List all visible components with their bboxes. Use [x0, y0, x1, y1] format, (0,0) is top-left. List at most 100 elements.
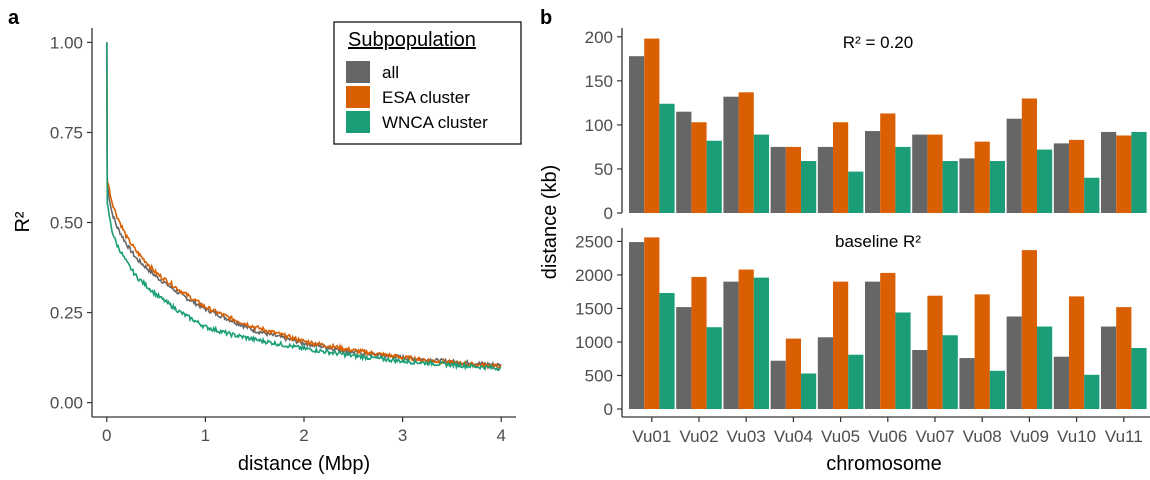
- x-tick-label: Vu05: [821, 427, 860, 446]
- bar-Vu01-wnca: [659, 103, 675, 213]
- bar-Vu03-esa: [738, 92, 754, 213]
- bar-Vu04-esa: [785, 146, 801, 213]
- bar-Vu01-esa: [644, 38, 660, 213]
- bar-Vu04-wnca: [801, 373, 817, 409]
- bar-Vu07-esa: [927, 295, 943, 409]
- y-tick-label: 1.00: [50, 33, 83, 52]
- bar-Vu03-all: [723, 281, 739, 409]
- x-tick-label: Vu03: [727, 427, 766, 446]
- bar-Vu11-esa: [1116, 307, 1132, 409]
- legend-swatch-esa: [346, 86, 370, 108]
- bar-Vu11-all: [1101, 131, 1117, 213]
- bar-Vu08-all: [959, 358, 975, 409]
- bar-Vu06-esa: [880, 113, 896, 213]
- bar-Vu06-all: [865, 281, 881, 409]
- bar-Vu04-all: [770, 360, 786, 409]
- x-tick-label: Vu10: [1057, 427, 1096, 446]
- bar-Vu09-all: [1006, 118, 1022, 213]
- legend-title: Subpopulation: [348, 29, 476, 51]
- bar-Vu01-esa: [644, 237, 660, 409]
- x-tick-label: 2: [299, 426, 308, 445]
- line-chart: 0.00 0.25 0.50 0.75 1.00 0 1 2 3 4 distance (Mbp…: [12, 21, 522, 475]
- bar-Vu09-esa: [1021, 250, 1037, 409]
- bar-Vu01-wnca: [659, 293, 675, 409]
- bar-Vu01-all: [629, 56, 645, 213]
- x-tick-label: Vu01: [632, 427, 671, 446]
- bar-Vu08-esa: [974, 141, 990, 213]
- bar-Vu02-esa: [691, 276, 707, 409]
- bar-chart-r2-020: 0 50 100 150 200 R² = 0.20: [585, 28, 1147, 223]
- b-x-axis-label: chromosome: [826, 453, 942, 475]
- x-tick-label: Vu09: [1010, 427, 1049, 446]
- legend-swatch-wnca: [346, 111, 370, 133]
- panel-label-b: b: [540, 7, 552, 29]
- bar-Vu08-esa: [974, 294, 990, 409]
- y-tick-label: 0: [604, 204, 613, 223]
- bar-Vu07-wnca: [942, 161, 958, 213]
- line-esa: [105, 42, 502, 370]
- bar-Vu04-all: [770, 146, 786, 213]
- bar-Vu08-wnca: [989, 161, 1005, 213]
- bar-Vu05-wnca: [848, 171, 864, 213]
- bar-Vu04-wnca: [801, 161, 817, 213]
- b-y-axis-label: distance (kb): [539, 165, 561, 280]
- y-tick-label: 500: [585, 366, 613, 385]
- bar-Vu09-wnca: [1037, 149, 1053, 213]
- bar-Vu10-wnca: [1084, 374, 1100, 409]
- y-tick-label: 1500: [575, 299, 613, 318]
- bar-Vu10-esa: [1069, 139, 1085, 213]
- bar-Vu11-esa: [1116, 135, 1132, 213]
- bar-Vu07-all: [912, 134, 928, 213]
- bar-Vu06-esa: [880, 272, 896, 409]
- y-tick-label: 0.50: [50, 214, 83, 233]
- y-tick-label: 2500: [575, 232, 613, 251]
- bar-Vu06-all: [865, 131, 881, 213]
- bar-chart-baseline: 0 500 1000 1500 2000 2500 Vu01 Vu02 Vu03 Vu04 Vu0…: [575, 228, 1150, 475]
- bar-Vu10-esa: [1069, 296, 1085, 409]
- bar-Vu03-all: [723, 96, 739, 213]
- bar-Vu11-wnca: [1131, 348, 1147, 409]
- bottom-panel-title: baseline R²: [835, 232, 921, 251]
- bar-Vu02-all: [676, 111, 692, 213]
- bar-Vu07-esa: [927, 134, 943, 213]
- y-tick-label: 0.00: [50, 394, 83, 413]
- bar-Vu03-wnca: [753, 277, 769, 409]
- bar-Vu02-wnca: [706, 140, 722, 213]
- bar-Vu08-all: [959, 158, 975, 213]
- y-tick-label: 0.75: [50, 123, 83, 142]
- y-tick-label: 200: [585, 28, 613, 47]
- bar-Vu11-wnca: [1131, 131, 1147, 213]
- x-tick-label: Vu02: [679, 427, 718, 446]
- bar-Vu09-esa: [1021, 98, 1037, 213]
- line-all: [105, 42, 502, 369]
- x-tick-label: 1: [201, 426, 210, 445]
- bar-Vu08-wnca: [989, 370, 1005, 409]
- bar-Vu09-all: [1006, 316, 1022, 409]
- bar-Vu06-wnca: [895, 312, 911, 409]
- x-tick-label: 4: [496, 426, 505, 445]
- bar-Vu10-all: [1053, 356, 1069, 409]
- bar-Vu02-wnca: [706, 327, 722, 409]
- legend-swatch-all: [346, 61, 370, 83]
- line-wnca: [105, 42, 502, 372]
- y-tick-label: 50: [594, 160, 613, 179]
- bar-Vu03-esa: [738, 269, 754, 409]
- bar-Vu04-esa: [785, 338, 801, 409]
- y-axis-label: R²: [12, 211, 34, 232]
- x-tick-label: Vu06: [868, 427, 907, 446]
- y-tick-label: 0: [604, 400, 613, 419]
- panel-label-a: a: [8, 7, 20, 29]
- y-tick-label: 1000: [575, 333, 613, 352]
- bar-Vu05-esa: [833, 122, 849, 213]
- legend-label-wnca: WNCA cluster: [382, 113, 488, 132]
- bar-Vu10-wnca: [1084, 177, 1100, 213]
- bar-Vu05-all: [817, 146, 833, 213]
- legend-label-all: all: [382, 63, 399, 82]
- legend-label-esa: ESA cluster: [382, 88, 470, 107]
- x-tick-label: 0: [102, 426, 111, 445]
- bar-Vu07-wnca: [942, 335, 958, 409]
- y-tick-label: 2000: [575, 266, 613, 285]
- bar-Vu02-all: [676, 307, 692, 409]
- bar-Vu11-all: [1101, 326, 1117, 409]
